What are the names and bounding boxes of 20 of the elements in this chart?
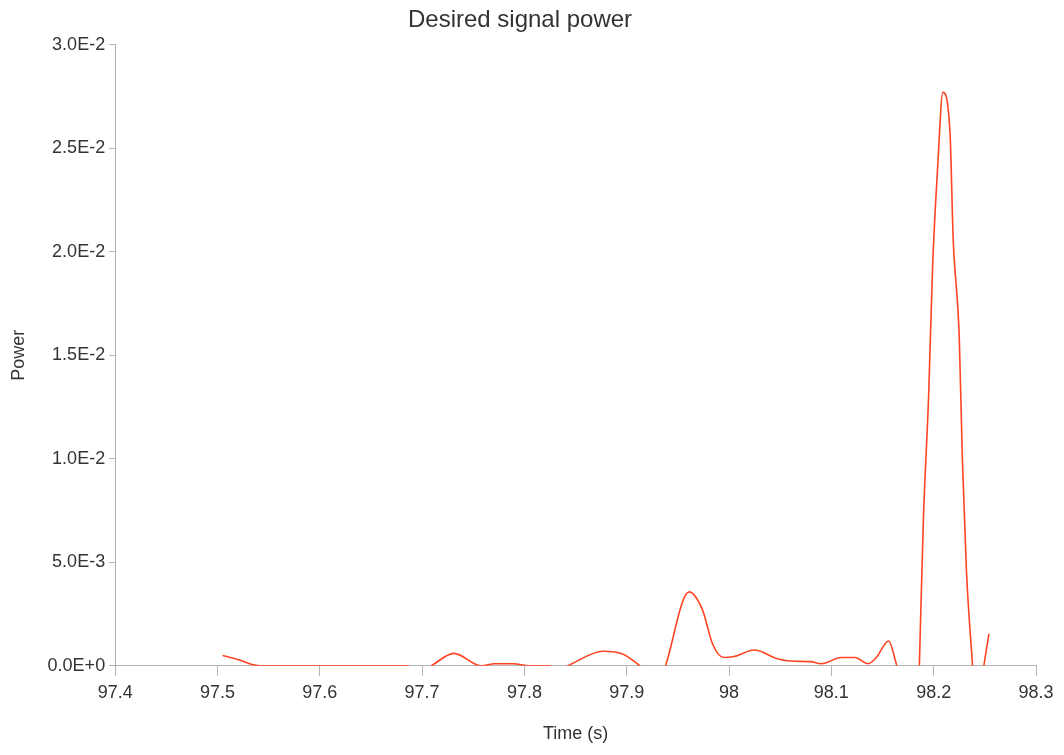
y-tick-label: 2.0E-2: [52, 240, 106, 261]
chart-title: Desired signal power: [407, 5, 633, 33]
x-tick-label: 97.4: [97, 681, 133, 702]
x-tick-label: 97.5: [199, 681, 235, 702]
x-tick-label: 98: [719, 681, 740, 702]
y-tick-label: 1.5E-2: [52, 344, 106, 365]
x-tick-label: 98.3: [1018, 681, 1054, 702]
y-tick-label: 1.0E-2: [52, 447, 106, 468]
x-tick-label: 97.6: [302, 681, 338, 702]
y-tick-label: 0.0E+0: [47, 654, 106, 675]
y-tick-label: 5.0E-3: [52, 551, 106, 572]
x-tick-label: 98.1: [813, 681, 849, 702]
x-axis-title: Time (s): [542, 723, 609, 744]
x-tick-label: 97.7: [404, 681, 440, 702]
x-tick-label: 98.2: [916, 681, 952, 702]
y-tick-label: 3.0E-2: [52, 33, 106, 54]
x-tick-label: 97.9: [609, 681, 645, 702]
y-tick-label: 2.5E-2: [52, 137, 106, 158]
y-axis-title: Power: [7, 329, 28, 381]
x-tick-label: 97.8: [506, 681, 542, 702]
